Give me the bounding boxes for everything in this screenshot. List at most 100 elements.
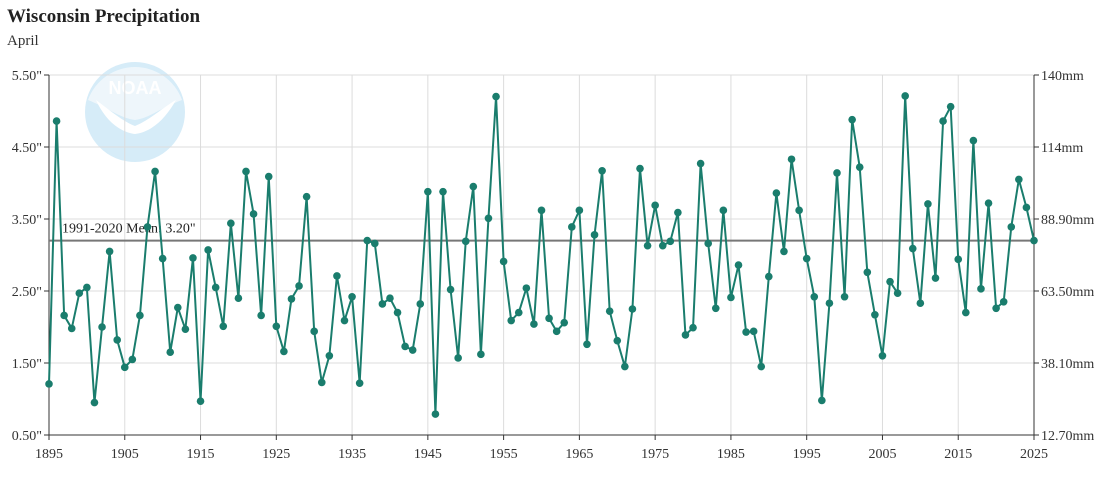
data-point: [128, 355, 137, 364]
data-point: [742, 328, 750, 336]
data-point: [454, 354, 462, 362]
x-tick-label: 1945: [414, 447, 442, 462]
data-point: [886, 277, 894, 286]
data-point: [120, 363, 129, 372]
data-point: [704, 239, 712, 248]
data-point: [522, 284, 531, 292]
data-point: [855, 163, 864, 171]
data-point: [67, 324, 76, 333]
data-point: [90, 398, 99, 407]
x-tick-label: 2005: [868, 447, 896, 462]
data-point: [378, 300, 387, 308]
y2-tick-label: 88.90mm: [1041, 213, 1094, 228]
data-point: [939, 117, 947, 125]
data-point: [1022, 203, 1031, 212]
data-point: [469, 182, 478, 191]
data-point: [75, 289, 84, 297]
data-point: [977, 285, 985, 293]
data-point: [901, 92, 909, 100]
data-point: [287, 295, 296, 303]
data-point: [196, 397, 205, 405]
y-tick-label: 0.50": [12, 429, 42, 444]
data-point: [674, 208, 682, 217]
data-point: [211, 283, 220, 292]
data-point: [621, 362, 629, 371]
data-point: [158, 254, 167, 263]
x-tick-label: 1955: [490, 447, 518, 462]
data-point: [98, 323, 106, 331]
noaa-logo-gull: [96, 100, 176, 134]
data-point: [681, 331, 690, 339]
data-point: [302, 192, 311, 201]
data-point: [666, 237, 675, 246]
data-point: [802, 254, 811, 263]
series-line: [48, 94, 1035, 416]
data-point: [992, 304, 1000, 313]
data-point: [204, 246, 212, 254]
data-point: [60, 311, 68, 320]
data-point: [181, 325, 190, 333]
y-tick-label: 1.50": [12, 357, 42, 372]
data-point: [651, 201, 659, 210]
data-point: [537, 206, 546, 215]
y2-tick-label: 63.50mm: [1041, 285, 1094, 300]
data-point: [386, 294, 394, 303]
data-point: [780, 247, 788, 256]
data-point: [295, 282, 303, 290]
x-tick-label: 1915: [187, 447, 215, 462]
y-tick-label: 3.50": [12, 213, 42, 228]
data-point: [257, 311, 265, 320]
x-tick-label: 1995: [793, 447, 821, 462]
data-point: [52, 117, 61, 125]
data-point: [893, 289, 902, 297]
data-point: [545, 314, 553, 323]
data-point: [719, 206, 728, 215]
x-tick-label: 1985: [717, 447, 745, 462]
data-point: [962, 308, 970, 317]
data-point: [628, 305, 637, 313]
data-point: [272, 322, 281, 331]
y2-tick-label: 38.10mm: [1041, 357, 1094, 372]
data-point: [727, 293, 735, 302]
mean-line-group: 1991-2020 Mean: 3.20": [49, 222, 1034, 242]
data-point: [143, 223, 152, 231]
data-point: [461, 237, 470, 246]
data-point: [151, 167, 159, 176]
data-point: [946, 102, 955, 111]
data-point: [439, 187, 447, 196]
data-point: [83, 283, 91, 292]
data-point: [1015, 175, 1023, 184]
x-tick-label: 1965: [565, 447, 593, 462]
data-point: [818, 396, 826, 405]
noaa-logo-icon: NOAA: [85, 62, 185, 162]
data-point: [242, 167, 250, 176]
data-point: [317, 378, 326, 387]
data-point: [711, 304, 720, 313]
data-point: [590, 231, 599, 239]
y2-tick-label: 12.70mm: [1041, 429, 1094, 444]
data-point: [431, 410, 440, 418]
data-point: [908, 244, 917, 253]
data-point: [355, 379, 364, 387]
noaa-logo-text: NOAA: [109, 78, 162, 98]
x-tick-label: 1895: [35, 447, 63, 462]
data-point: [333, 272, 341, 280]
data-point: [514, 308, 523, 317]
data-point: [848, 115, 856, 124]
data-point: [605, 307, 614, 315]
data-point: [1007, 223, 1016, 231]
data-point: [734, 261, 743, 269]
data-points: [45, 92, 1038, 418]
data-point: [348, 292, 356, 301]
data-point: [840, 292, 849, 301]
data-point: [310, 327, 318, 336]
data-point: [636, 164, 644, 173]
data-point: [969, 136, 978, 145]
data-point: [772, 189, 781, 197]
data-point: [113, 336, 121, 344]
data-point: [871, 310, 879, 319]
data-point: [499, 257, 508, 266]
series-line-group: [48, 94, 1035, 416]
